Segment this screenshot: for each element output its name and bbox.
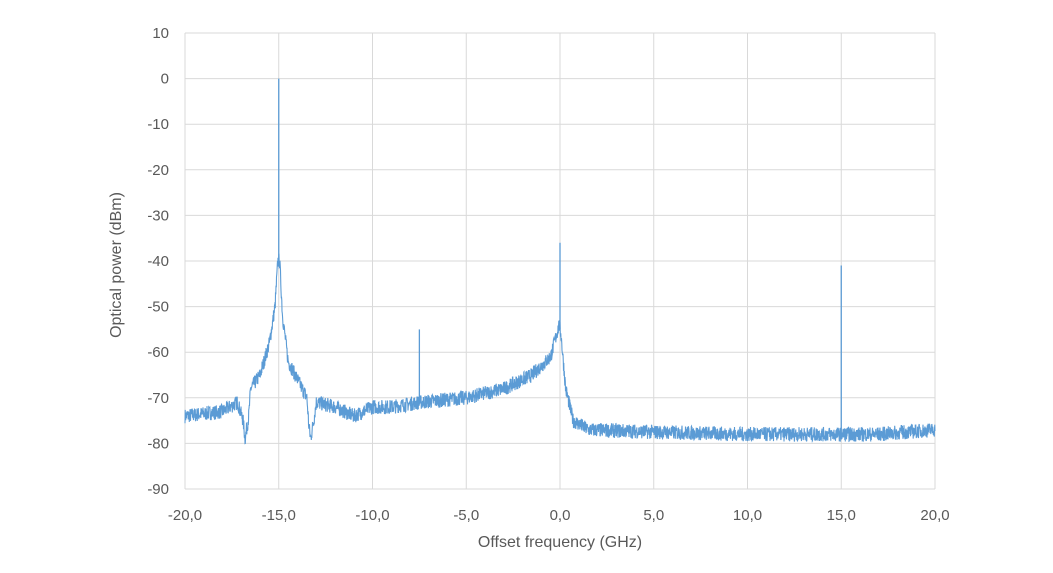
x-tick-label: -15,0 (262, 507, 296, 524)
y-axis-title: Optical power (dBm) (108, 192, 125, 338)
x-tick-label: 5,0 (643, 507, 664, 524)
x-tick-label: -5,0 (453, 507, 479, 524)
y-tick-label: 0 (161, 71, 169, 88)
y-tick-label: -60 (147, 344, 169, 361)
x-tick-label: 15,0 (827, 507, 856, 524)
y-tick-label: 10 (152, 25, 169, 42)
y-tick-label: -70 (147, 390, 169, 407)
y-tick-label: -50 (147, 299, 169, 316)
y-tick-label: -10 (147, 116, 169, 133)
y-tick-label: -90 (147, 481, 169, 498)
x-tick-label: -20,0 (168, 507, 202, 524)
x-tick-label: 20,0 (920, 507, 949, 524)
y-tick-label: -30 (147, 207, 169, 224)
y-tick-label: -40 (147, 253, 169, 270)
y-tick-label: -80 (147, 435, 169, 452)
x-axis-title: Offset frequency (GHz) (478, 534, 642, 551)
y-tick-label: -20 (147, 162, 169, 179)
x-tick-label: 10,0 (733, 507, 762, 524)
x-tick-label: 0,0 (550, 507, 571, 524)
x-tick-label: -10,0 (355, 507, 389, 524)
